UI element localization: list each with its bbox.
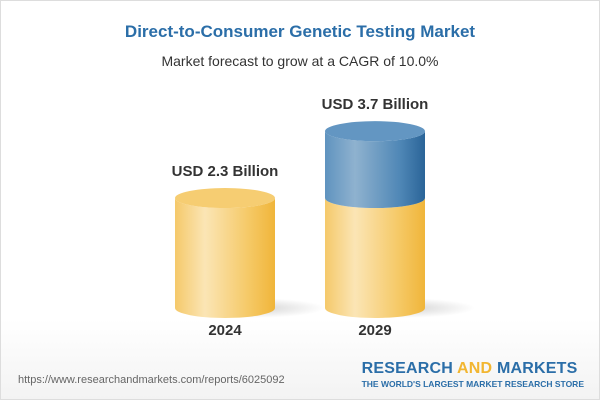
data-label: USD 3.7 Billion [322,96,429,113]
bar-2029-base [325,198,425,318]
category-label: 2029 [358,322,391,339]
chart-title: Direct-to-Consumer Genetic Testing Marke… [124,22,476,41]
bar-2024-base [175,198,275,318]
bar-2029-growth [325,131,425,209]
data-label: USD 2.3 Billion [172,163,279,180]
bar-2024-base-top [175,188,275,209]
bar-2029-growth-top [325,121,425,142]
source-url[interactable]: https://www.researchandmarkets.com/repor… [18,374,285,386]
chart-subtitle: Market forecast to grow at a CAGR of 10.… [161,53,439,69]
category-label: 2024 [208,322,242,339]
logo: RESEARCH AND MARKETS THE WORLD'S LARGEST… [361,360,584,389]
logo-tagline: THE WORLD'S LARGEST MARKET RESEARCH STOR… [361,379,584,389]
